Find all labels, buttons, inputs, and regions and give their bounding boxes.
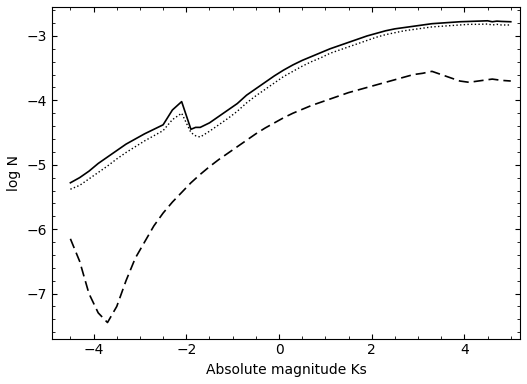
- Y-axis label: log N: log N: [7, 155, 21, 191]
- X-axis label: Absolute magnitude Ks: Absolute magnitude Ks: [206, 363, 366, 377]
